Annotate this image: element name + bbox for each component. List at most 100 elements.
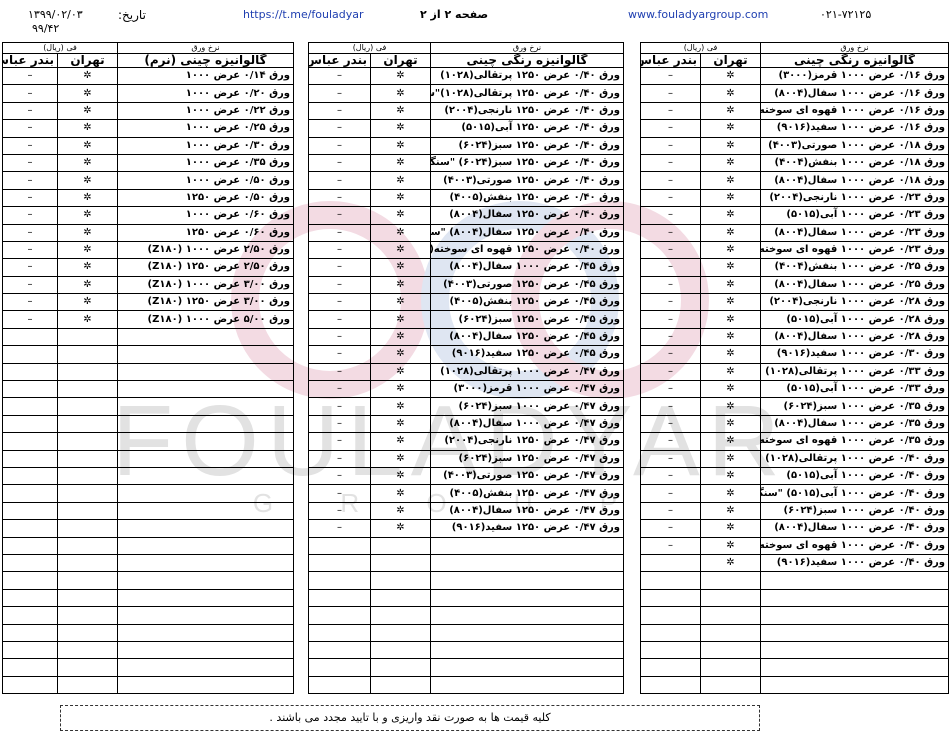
product-name bbox=[117, 571, 294, 590]
product-name bbox=[117, 553, 294, 573]
product-name: ورق ۰/۳۰ عرض ۱۰۰۰ سفید(۹۰۱۶) bbox=[760, 345, 949, 364]
bandar-price bbox=[308, 606, 371, 625]
bandar-price: – bbox=[2, 310, 58, 329]
tehran-price: ✲ bbox=[700, 188, 761, 208]
tehran-price bbox=[57, 484, 118, 503]
product-name: ورق ۰/۴۵ عرض ۱۲۵۰ سبز(۶۰۲۴) bbox=[430, 310, 624, 329]
product-name: ورق ۰/۲۳ عرض ۱۰۰۰ نارنجی(۲۰۰۴) bbox=[760, 188, 949, 208]
bandar-price: – bbox=[308, 153, 371, 173]
col-bandar: بندر عباس bbox=[640, 53, 701, 68]
product-name bbox=[760, 675, 949, 695]
tehran-price: ✲ bbox=[57, 223, 118, 242]
product-name bbox=[117, 640, 294, 660]
bandar-price: – bbox=[2, 258, 58, 277]
row: ورق ۰/۲۸ عرض ۱۰۰۰ سفال(۸۰۰۴) ✲ – bbox=[640, 327, 949, 347]
bandar-price bbox=[308, 658, 371, 677]
bandar-price bbox=[2, 501, 58, 521]
row bbox=[2, 449, 294, 468]
row bbox=[2, 658, 294, 677]
bandar-price bbox=[2, 606, 58, 625]
telegram[interactable]: https://t.me/fouladyar bbox=[243, 8, 364, 21]
product-name: ورق ۳/۰۰ عرض ۱۲۵۰ (Z۱۸۰) bbox=[117, 293, 294, 312]
row bbox=[2, 484, 294, 503]
product-name bbox=[430, 623, 624, 642]
row: ورق ۰/۳۵ عرض ۱۰۰۰ سبز(۶۰۲۴) ✲ – bbox=[640, 397, 949, 416]
group-title: گالوانیزه رنگی چینی bbox=[760, 53, 949, 68]
product-name: ورق ۰/۴۰ عرض ۱۲۵۰ پرتقالی(۱۰۲۸) bbox=[430, 66, 624, 86]
tehran-price bbox=[57, 501, 118, 521]
bandar-price: – bbox=[2, 153, 58, 173]
row: ورق ۰/۴۷ عرض ۱۲۵۰ صورتی(۴۰۰۳) ✲ – bbox=[308, 466, 624, 486]
website[interactable]: www.fouladyargroup.com bbox=[628, 8, 769, 21]
tehran-price bbox=[57, 606, 118, 625]
row: ورق ۰/۴۰ عرض ۱۲۵۰ پرتقالی(۱۰۲۸)"سنگین"✲– bbox=[308, 84, 624, 103]
product-name bbox=[117, 606, 294, 625]
row: ورق ۰/۴۷ عرض ۱۰۰۰ سبز(۶۰۲۴) ✲ – bbox=[308, 397, 624, 416]
tehran-price: ✲ bbox=[370, 414, 431, 434]
row: ورق ۰/۴۷ عرض ۱۲۵۰ سفید(۹۰۱۶) ✲ – bbox=[308, 519, 624, 538]
tehran-price bbox=[370, 640, 431, 660]
product-name: ورق ۰/۲۲ عرض ۱۰۰۰ bbox=[117, 101, 294, 121]
product-name: ورق ۰/۴۷ عرض ۱۰۰۰ سفال(۸۰۰۴) bbox=[430, 414, 624, 434]
product-name: ورق ۰/۴۷ عرض ۱۲۵۰ سبز(۶۰۲۴) bbox=[430, 449, 624, 468]
tehran-price: ✲ bbox=[370, 310, 431, 329]
bandar-price: – bbox=[640, 240, 701, 260]
product-name bbox=[430, 658, 624, 677]
tehran-price: ✲ bbox=[370, 206, 431, 225]
product-name bbox=[117, 658, 294, 677]
product-name bbox=[430, 536, 624, 555]
bandar-price bbox=[2, 466, 58, 486]
product-name: ورق ۰/۴۷ عرض ۱۲۵۰ سفال(۸۰۰۴) bbox=[430, 501, 624, 521]
header-label: نرخ ورق bbox=[430, 42, 624, 54]
tehran-price: ✲ bbox=[700, 536, 761, 555]
product-name: ورق ۰/۱۸ عرض ۱۰۰۰ بنفش(۴۰۰۴) bbox=[760, 153, 949, 173]
row: ورق ۳/۰۰ عرض ۱۰۰۰ (Z۱۸۰) ✲ – bbox=[2, 275, 294, 295]
bandar-price: – bbox=[640, 188, 701, 208]
bandar-price: – bbox=[2, 101, 58, 121]
tehran-price bbox=[57, 571, 118, 590]
row: ورق ۰/۲۳ عرض ۱۰۰۰ سفال(۸۰۰۴) ✲ – bbox=[640, 223, 949, 242]
tehran-price: ✲ bbox=[700, 380, 761, 399]
row: ورق ۰/۳۳ عرض ۱۰۰۰ آبی(۵۰۱۵) ✲ – bbox=[640, 380, 949, 399]
product-name bbox=[760, 658, 949, 677]
bandar-price: – bbox=[2, 84, 58, 103]
row: ورق ۰/۱۸ عرض ۱۰۰۰ بنفش(۴۰۰۴) ✲ – bbox=[640, 153, 949, 173]
product-name: ورق ۰/۲۰ عرض ۱۰۰۰ bbox=[117, 84, 294, 103]
tehran-price: ✲ bbox=[700, 293, 761, 312]
tehran-price bbox=[370, 588, 431, 608]
product-name: ورق ۰/۴۷ عرض ۱۰۰۰ قرمز(۳۰۰۰) bbox=[430, 380, 624, 399]
tehran-price: ✲ bbox=[700, 397, 761, 416]
product-name bbox=[117, 397, 294, 416]
tehran-price: ✲ bbox=[57, 171, 118, 190]
bandar-price bbox=[308, 536, 371, 555]
product-name bbox=[760, 588, 949, 608]
header-row: نرخ ورق فی (ریال) bbox=[308, 42, 624, 54]
product-name: ورق ۲/۵۰ عرض ۱۰۰۰ (Z۱۸۰) bbox=[117, 240, 294, 260]
bandar-price: – bbox=[308, 240, 371, 260]
row: ورق ۰/۴۰ عرض ۱۲۵۰ نارنجی(۲۰۰۴) ✲ – bbox=[308, 101, 624, 121]
tehran-price: ✲ bbox=[57, 293, 118, 312]
row: ورق ۰/۲۰ عرض ۱۰۰۰ ✲ – bbox=[2, 84, 294, 103]
bandar-price bbox=[640, 553, 701, 573]
tehran-price bbox=[370, 571, 431, 590]
code: ۹۹/۴۲ bbox=[32, 22, 60, 35]
bandar-price: – bbox=[640, 519, 701, 538]
bandar-price: – bbox=[640, 293, 701, 312]
row: ورق ۰/۴۰ عرض ۱۲۵۰ آبی(۵۰۱۵) ✲ – bbox=[308, 119, 624, 138]
row: ورق ۰/۴۷ عرض ۱۲۵۰ سفال(۸۰۰۴) ✲ – bbox=[308, 501, 624, 521]
bandar-price: – bbox=[640, 136, 701, 155]
product-name: ورق ۰/۱۸ عرض ۱۰۰۰ سفال(۸۰۰۴) bbox=[760, 171, 949, 190]
product-name: ورق ۰/۴۰ عرض ۱۰۰۰ قهوه ای سوخته(۸۰۱۷) bbox=[760, 536, 949, 555]
tehran-price: ✲ bbox=[370, 432, 431, 451]
bandar-price: – bbox=[308, 275, 371, 295]
row bbox=[640, 571, 949, 590]
bandar-price bbox=[640, 640, 701, 660]
tehran-price: ✲ bbox=[370, 84, 431, 103]
product-name: ورق ۰/۵۰ عرض ۱۲۵۰ bbox=[117, 188, 294, 208]
product-name: ورق ۰/۲۳ عرض ۱۰۰۰ قهوه ای سوخته(۸۰۱۷) bbox=[760, 240, 949, 260]
tehran-price: ✲ bbox=[370, 449, 431, 468]
row bbox=[2, 519, 294, 538]
tehran-price: ✲ bbox=[700, 101, 761, 121]
tehran-price: ✲ bbox=[700, 553, 761, 573]
price-table: نرخ ورق فی (ریال) گالوانیزه رنگی چینی تهران… bbox=[640, 42, 949, 695]
